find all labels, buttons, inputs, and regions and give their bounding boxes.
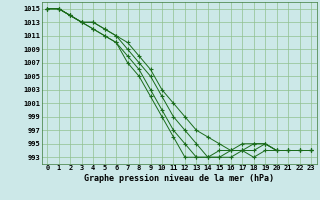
X-axis label: Graphe pression niveau de la mer (hPa): Graphe pression niveau de la mer (hPa) xyxy=(84,174,274,183)
